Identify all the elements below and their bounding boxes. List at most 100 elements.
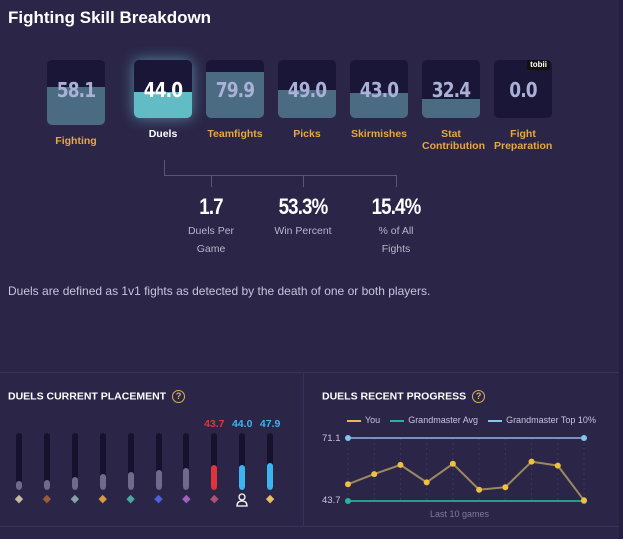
legend-label: Grandmaster Top 10% bbox=[506, 415, 596, 425]
connector-line bbox=[303, 175, 304, 187]
point-you bbox=[449, 460, 456, 467]
placement-bar-master bbox=[183, 433, 190, 490]
y-tick-label: 43.7 bbox=[322, 495, 341, 506]
skill-box: 32.4 bbox=[422, 60, 480, 118]
skill-card-fight-preparation[interactable]: 0.0 tobii Fight Preparation bbox=[494, 60, 552, 152]
stat-percent-all-fights: 15.4% % of All Fights bbox=[356, 194, 436, 258]
placement-value-label: 47.9 bbox=[259, 418, 281, 430]
placement-title-text: DUELS CURRENT PLACEMENT bbox=[8, 390, 167, 403]
series-line-you bbox=[347, 460, 585, 501]
placement-title: DUELS CURRENT PLACEMENT? bbox=[8, 390, 186, 403]
x-axis-label: Last 10 games bbox=[430, 509, 490, 519]
placement-bar-iron bbox=[16, 433, 22, 490]
placement-bar-fill bbox=[155, 470, 162, 490]
placement-bar-fill bbox=[43, 479, 50, 490]
divider bbox=[0, 526, 619, 527]
skill-value: 32.4 bbox=[431, 78, 471, 102]
skill-box: 44.0 bbox=[134, 60, 192, 118]
skill-box: 79.9 bbox=[206, 60, 264, 118]
page-title: Fighting Skill Breakdown bbox=[8, 8, 212, 27]
point-you bbox=[554, 462, 561, 469]
skill-value: 49.0 bbox=[287, 78, 327, 102]
point-gm-avg bbox=[345, 498, 351, 504]
connector-line bbox=[396, 175, 397, 187]
divider bbox=[303, 372, 304, 527]
legend-swatch bbox=[488, 419, 503, 422]
skill-label: Duels bbox=[148, 128, 178, 140]
skill-card-stat-contribution[interactable]: 32.4 Stat Contribution bbox=[422, 60, 485, 152]
legend-swatch bbox=[347, 419, 361, 422]
silver-rank-icon: ◆ bbox=[70, 493, 80, 505]
connector-line bbox=[211, 175, 212, 187]
connector-line bbox=[164, 160, 165, 176]
diamond-rank-icon: ◆ bbox=[154, 493, 163, 505]
skill-value: 58.1 bbox=[56, 78, 96, 102]
skill-fill bbox=[350, 93, 408, 118]
placement-bar-fill bbox=[211, 465, 218, 490]
challenger-rank-icon: ◆ bbox=[265, 493, 275, 505]
tobii-logo: tobii bbox=[527, 60, 550, 70]
point-you bbox=[423, 479, 430, 486]
placement-bar-diamond bbox=[155, 433, 162, 490]
scrollbar-track[interactable] bbox=[619, 0, 623, 539]
skill-fill bbox=[47, 87, 105, 125]
skill-box: 49.0 bbox=[278, 60, 336, 118]
placement-bar-fill bbox=[239, 464, 246, 490]
stat-win-percent: 53.3% Win Percent bbox=[263, 194, 343, 240]
point-you bbox=[528, 458, 535, 465]
master-rank-icon: ◆ bbox=[182, 493, 191, 505]
help-icon[interactable]: ? bbox=[472, 390, 486, 403]
skill-card-duels[interactable]: 44.0 Duels bbox=[134, 60, 192, 140]
placement-bar-fill bbox=[267, 462, 274, 490]
skill-label: Picks bbox=[293, 128, 321, 140]
stat-label: Duels Per Game bbox=[187, 225, 235, 255]
skill-fill bbox=[206, 71, 264, 118]
skill-fill bbox=[134, 92, 192, 118]
point-you bbox=[345, 481, 351, 488]
placement-bar-platinum bbox=[127, 433, 134, 490]
legend-label: Grandmaster Avg bbox=[408, 415, 479, 425]
skill-box: 58.1 bbox=[47, 60, 105, 125]
skill-label: Skirmishes bbox=[350, 128, 408, 140]
skill-card-fighting[interactable]: 58.1 Fighting bbox=[47, 60, 105, 147]
point-you bbox=[502, 484, 509, 491]
skill-card-picks[interactable]: 49.0 Picks bbox=[278, 60, 336, 140]
legend-item-gm-avg[interactable]: Grandmaster Avg bbox=[390, 415, 478, 425]
legend-item-gm-top[interactable]: Grandmaster Top 10% bbox=[488, 415, 596, 425]
skill-box: 0.0 tobii bbox=[494, 60, 552, 118]
duels-description: Duels are defined as 1v1 fights as detec… bbox=[8, 284, 431, 298]
skill-label: Stat Contribution bbox=[422, 128, 485, 152]
point-gm-top bbox=[581, 435, 587, 441]
placement-bar-fill bbox=[99, 474, 106, 490]
point-you bbox=[476, 486, 483, 493]
skill-fill bbox=[422, 99, 480, 118]
placement-bar-gold bbox=[99, 433, 106, 490]
point-gm-top bbox=[345, 435, 351, 441]
skill-label: Fight Preparation bbox=[494, 128, 553, 152]
bronze-rank-icon: ◆ bbox=[42, 493, 52, 505]
placement-bar-silver bbox=[71, 433, 78, 490]
skill-card-skirmishes[interactable]: 43.0 Skirmishes bbox=[350, 60, 408, 140]
skill-card-teamfights[interactable]: 79.9 Teamfights bbox=[206, 60, 264, 140]
user-icon bbox=[235, 493, 249, 507]
placement-value-label: 44.0 bbox=[231, 418, 253, 430]
skill-label: Fighting bbox=[55, 135, 97, 147]
divider bbox=[0, 372, 619, 373]
placement-bar-fill bbox=[71, 477, 78, 490]
progress-title-text: DUELS RECENT PROGRESS bbox=[322, 390, 467, 403]
iron-rank-icon: ◆ bbox=[14, 493, 24, 505]
legend-item-you[interactable]: You bbox=[347, 415, 380, 425]
stat-label: Win Percent bbox=[274, 225, 332, 237]
skill-fill bbox=[278, 89, 336, 118]
skill-box: 43.0 bbox=[350, 60, 408, 118]
help-icon[interactable]: ? bbox=[172, 390, 186, 403]
skill-label: Teamfights bbox=[207, 128, 263, 140]
gold-rank-icon: ◆ bbox=[98, 493, 107, 505]
stat-duels-per-game: 1.7 Duels Per Game bbox=[171, 194, 251, 258]
chart-legend: You Grandmaster Avg Grandmaster Top 10% bbox=[347, 415, 596, 425]
grandmaster-rank-icon: ◆ bbox=[210, 493, 219, 505]
placement-bar-fill bbox=[127, 471, 134, 490]
point-you bbox=[371, 471, 378, 478]
skill-value: 44.0 bbox=[143, 78, 183, 102]
point-you bbox=[397, 461, 404, 468]
